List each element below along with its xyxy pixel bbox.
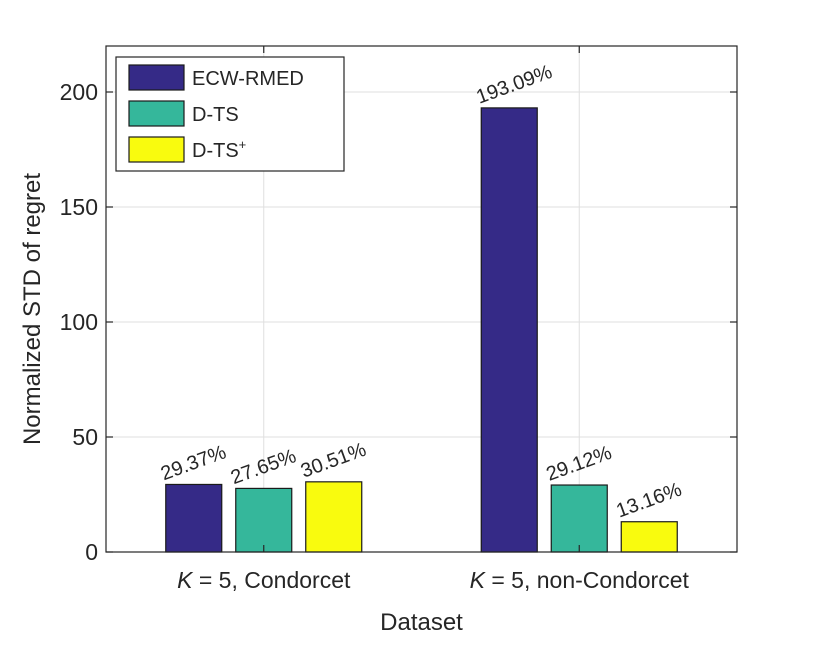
y-tick-label: 50: [72, 424, 98, 450]
bar: [235, 487, 293, 553]
bar: [480, 107, 538, 553]
bar: [550, 484, 608, 553]
y-tick-label: 150: [60, 194, 98, 220]
legend-swatch: [128, 64, 185, 91]
bar: [165, 483, 223, 553]
bar: [620, 521, 678, 553]
legend-label: D-TS+: [192, 137, 246, 162]
y-axis: 0 50 100 150 200: [60, 79, 737, 565]
legend-swatch: [128, 100, 185, 127]
x-axis-title: Dataset: [380, 609, 463, 636]
y-axis-title: Normalized STD of regret: [19, 173, 46, 445]
legend: ECW-RMED D-TS D-TS+: [115, 56, 345, 172]
legend-swatch: [128, 136, 185, 163]
legend-label: D-TS: [192, 104, 239, 126]
bar: [305, 481, 363, 553]
axes-box: [105, 45, 738, 553]
legend-label: ECW-RMED: [192, 68, 304, 90]
x-tick-label: K = 5, non-Condorcet: [470, 567, 690, 593]
x-axis: K = 5, Condorcet K = 5, non-Condorcet: [177, 46, 689, 593]
y-tick-label: 200: [60, 79, 98, 105]
x-tick-label: K = 5, Condorcet: [177, 567, 351, 593]
y-tick-label: 0: [85, 539, 98, 565]
y-tick-label: 100: [60, 309, 98, 335]
bars: 29.37%193.09%27.65% 29.12%30.51%13.16%: [158, 61, 685, 553]
